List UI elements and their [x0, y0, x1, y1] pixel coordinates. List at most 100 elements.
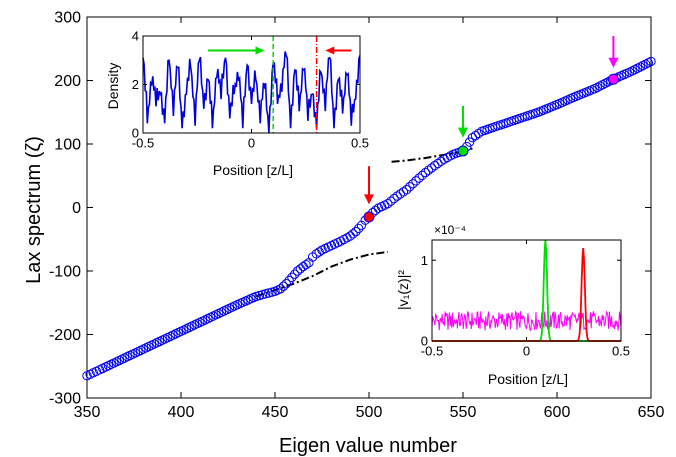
spectrum-marker	[589, 84, 600, 94]
spectrum-marker	[295, 264, 306, 274]
density-inset-y-label: Density	[105, 63, 121, 110]
x-tick-label: 350	[74, 404, 101, 421]
spectrum-marker	[470, 130, 481, 141]
spectrum-marker	[600, 78, 611, 89]
main-fit-lines	[255, 147, 473, 298]
y-tick-label: 2	[132, 77, 139, 92]
spectrum-marker	[632, 63, 643, 73]
spectrum-marker	[411, 176, 421, 186]
spectrum-marker	[275, 284, 286, 294]
spectrum-marker	[301, 259, 311, 270]
eigenvector-noise-curve	[431, 310, 622, 331]
y-tick-label: 0	[72, 200, 81, 217]
spectrum-marker	[348, 229, 358, 239]
spectrum-marker	[640, 59, 651, 69]
density-inset-x-label: Position [z/L]	[213, 162, 293, 178]
main-y-axis-label: Lax spectrum (ζ)	[23, 136, 45, 284]
spectrum-marker	[351, 226, 361, 237]
density-inset-markers	[272, 36, 318, 133]
position-arrowhead	[325, 46, 335, 55]
y-tick-label: -300	[49, 391, 81, 408]
x-tick-label: 0.5	[351, 135, 369, 150]
x-tick-label: -0.5	[421, 343, 443, 358]
y-tick-label: 100	[54, 137, 81, 154]
spectrum-marker	[386, 196, 396, 206]
y-tick-label: 0	[132, 126, 139, 141]
y-tick-label: 0	[421, 334, 428, 349]
position-arrowhead	[255, 46, 265, 55]
spectrum-marker	[430, 160, 440, 171]
density-inset-x-ticks: -0.5 0 0.5	[132, 36, 369, 150]
x-tick-label: 650	[638, 404, 665, 421]
x-tick-label: -0.5	[132, 135, 154, 150]
spectrum-marker	[284, 275, 294, 286]
y-tick-label: 300	[54, 10, 81, 27]
spectrum-marker	[408, 179, 418, 189]
spectrum-marker	[473, 128, 484, 139]
fit-dashed-line	[255, 250, 388, 298]
y-tick-label: 4	[132, 29, 139, 44]
eigenvector-inset-y-ticks: 01	[421, 253, 621, 349]
spectrum-marker	[401, 185, 412, 195]
spectrum-marker	[414, 173, 424, 183]
spectrum-marker	[646, 56, 656, 67]
spectrum-marker	[353, 223, 364, 234]
x-tick-label: 0	[523, 343, 530, 358]
x-tick-label: 600	[544, 404, 571, 421]
y-tick-label: 1	[421, 253, 428, 268]
spectrum-marker	[287, 272, 297, 283]
spectrum-marker	[595, 81, 605, 91]
spectrum-marker	[398, 187, 409, 197]
x-tick-label: 0.5	[612, 343, 630, 358]
y-tick-label: 200	[54, 73, 81, 90]
highlighted-eigenvalue	[457, 145, 469, 157]
spectrum-marker	[426, 163, 437, 173]
highlighted-eigenvalue	[607, 73, 619, 85]
pointer-arrowhead	[458, 127, 468, 138]
spectrum-marker	[392, 191, 402, 201]
density-inset: -0.5 0 0.5 024 Position [z/L] Density	[105, 29, 369, 178]
x-tick-label: 400	[168, 404, 195, 421]
spectrum-marker	[314, 247, 324, 257]
eigenvector-inset: -0.5 0 0.5 01 Position [z/L] |v₁(z)|² ×10⁻…	[395, 223, 630, 387]
y-tick-label: -200	[49, 327, 81, 344]
main-markers	[82, 56, 656, 381]
density-curve	[142, 51, 361, 134]
spectrum-marker	[417, 170, 427, 181]
pointer-arrowhead	[364, 194, 374, 205]
main-x-axis-label: Eigen value number	[279, 435, 457, 457]
fit-dashed-line	[391, 147, 473, 163]
spectrum-marker	[423, 165, 434, 175]
spectrum-marker	[278, 281, 289, 291]
spectrum-marker	[389, 193, 399, 204]
spectrum-marker	[630, 64, 640, 75]
y-tick-label: -100	[49, 264, 81, 281]
spectrum-marker	[467, 132, 478, 143]
density-inset-line	[142, 51, 361, 134]
main-x-ticks: 350 400 450 500 550 600 650	[74, 17, 665, 421]
spectrum-marker	[627, 66, 637, 76]
eigenvector-inset-y-label: |v₁(z)|²	[395, 270, 411, 310]
eigenvector-inset-x-ticks: -0.5 0 0.5	[421, 240, 630, 358]
spectrum-marker	[345, 231, 355, 241]
density-inset-arrows	[208, 46, 352, 55]
x-tick-label: 0	[248, 135, 255, 150]
spectrum-marker	[638, 60, 648, 71]
main-chart: 350 400 450 500 550 600 650 -300-200-100010020…	[23, 10, 664, 457]
spectrum-marker	[420, 167, 431, 178]
spectrum-marker	[592, 82, 602, 93]
spectrum-marker	[395, 189, 406, 199]
spectrum-marker	[290, 269, 300, 279]
highlighted-eigenvalue	[363, 211, 375, 223]
spectrum-marker	[635, 62, 645, 72]
eigenvector-inset-x-label: Position [z/L]	[488, 371, 568, 387]
main-highlight-points	[363, 73, 619, 223]
main-arrows	[364, 36, 619, 205]
spectrum-marker	[433, 158, 443, 169]
x-tick-label: 500	[356, 404, 383, 421]
density-inset-y-ticks: 0 2 4	[132, 29, 360, 141]
spectrum-marker	[281, 279, 291, 289]
spectrum-marker	[597, 79, 608, 90]
eigenvector-inset-exponent: ×10⁻⁴	[434, 223, 466, 237]
